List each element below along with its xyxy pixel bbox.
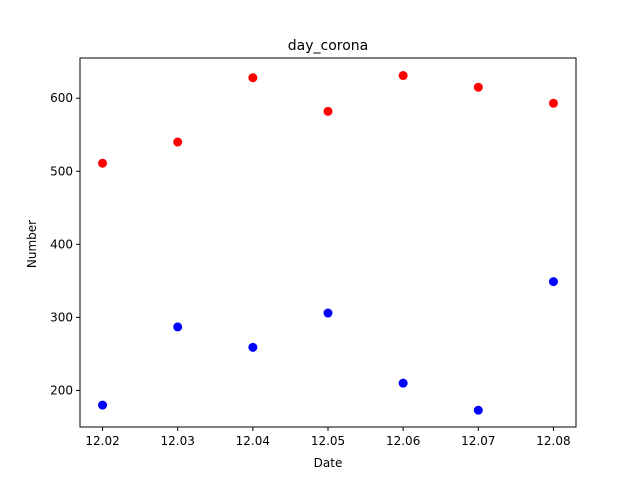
data-point-series-0 xyxy=(398,71,408,81)
x-tick-label: 12.03 xyxy=(161,434,195,448)
x-tick-label: 12.07 xyxy=(461,434,495,448)
chart-title: day_corona xyxy=(288,38,368,54)
data-point-series-1 xyxy=(398,378,408,388)
y-tick-label: 200 xyxy=(50,383,73,397)
x-tick-label: 12.06 xyxy=(386,434,420,448)
x-axis-label: Date xyxy=(314,456,343,470)
axes: 12.02 12.03 12.04 12.05 12.06 12.07 12.08 200 30… xyxy=(50,57,577,448)
y-tick-label: 500 xyxy=(50,164,73,178)
data-point-series-1 xyxy=(473,405,483,415)
y-tick-label: 300 xyxy=(50,310,73,324)
y-axis-label: Number xyxy=(25,220,39,268)
plot-area xyxy=(98,71,558,415)
data-point-series-0 xyxy=(323,106,333,116)
x-tick-label: 12.04 xyxy=(236,434,270,448)
data-point-series-1 xyxy=(173,322,183,332)
y-tick-label: 400 xyxy=(50,237,73,251)
data-point-series-1 xyxy=(248,342,258,352)
data-point-series-0 xyxy=(548,98,558,108)
data-point-series-0 xyxy=(473,82,483,92)
data-point-series-1 xyxy=(548,277,558,287)
x-tick-label: 12.02 xyxy=(85,434,119,448)
x-tick-label: 12.05 xyxy=(311,434,345,448)
data-point-series-0 xyxy=(173,137,183,147)
data-point-series-0 xyxy=(248,73,258,83)
data-point-series-0 xyxy=(98,158,108,168)
data-point-series-1 xyxy=(98,400,108,410)
data-point-series-1 xyxy=(323,308,333,318)
x-tick-label: 12.08 xyxy=(536,434,570,448)
y-tick-label: 600 xyxy=(50,91,73,105)
